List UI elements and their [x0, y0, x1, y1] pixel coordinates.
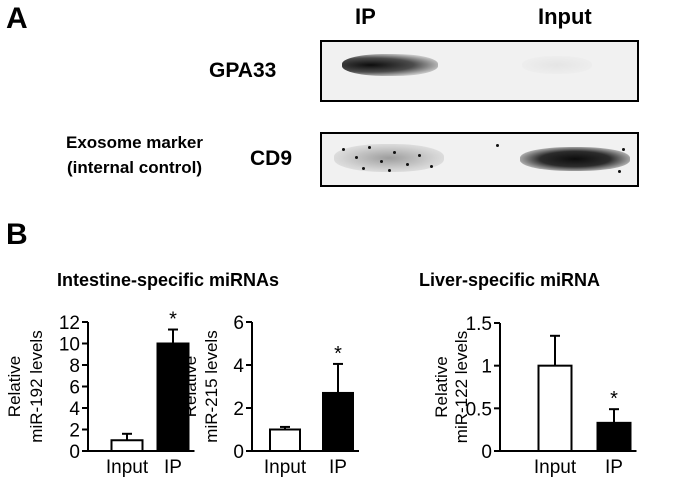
y-tick-label: 1.5 — [466, 314, 492, 335]
side-label-line-1: Exosome marker — [65, 133, 204, 152]
side-label-line-2: (internal control) — [66, 158, 203, 177]
y-tick-label: 4 — [69, 399, 80, 420]
cd9-blot — [320, 132, 639, 187]
x-tick-label: Input — [106, 457, 149, 478]
blot-label-cd9: CD9 — [250, 147, 293, 170]
x-tick-label: IP — [329, 457, 347, 478]
y-tick-label: 1 — [481, 357, 492, 378]
y-tick-label: 0 — [481, 442, 492, 463]
bar-ip — [322, 391, 354, 453]
bar-input — [269, 428, 301, 452]
y-tick-label: 2 — [69, 421, 80, 442]
bar-ip — [596, 421, 632, 452]
panel-a-label: A — [6, 2, 28, 35]
bar-input — [537, 364, 573, 452]
y-tick-label: 2 — [233, 399, 244, 420]
cd9-side-label: Exosome marker (internal control) — [27, 130, 242, 180]
y-tick-label: 6 — [233, 313, 244, 334]
significance-marker: * — [169, 309, 177, 331]
chart-mir-122: 0 0.5 1 1.5 Relative miR-122 levels Input IP * — [432, 314, 637, 478]
y-tick-label: 4 — [233, 356, 244, 377]
blot-label-gpa33: GPA33 — [209, 59, 277, 82]
y-axis-title-line: miR-192 levels — [27, 330, 46, 442]
gpa33-ip-band — [342, 54, 438, 76]
bar-ip — [156, 342, 190, 452]
panel-b-label: B — [6, 218, 28, 251]
y-tick-label: 8 — [69, 356, 80, 377]
y-axis-title-line: miR-122 levels — [452, 331, 471, 443]
cd9-input-band — [520, 147, 630, 171]
x-tick-label: Input — [534, 457, 577, 478]
y-tick-label: 12 — [59, 313, 80, 334]
y-axis-title-line: Relative — [432, 356, 451, 417]
y-axis-title-line: miR-215 levels — [202, 330, 221, 442]
y-tick-label: 10 — [59, 335, 80, 356]
lane-label-input: Input — [538, 4, 592, 29]
significance-marker: * — [334, 343, 342, 365]
gpa33-input-band — [522, 56, 592, 74]
intestine-group-title: Intestine-specific miRNAs — [57, 270, 280, 290]
y-tick-label: 0 — [233, 442, 244, 463]
lane-label-ip: IP — [355, 4, 376, 29]
y-tick-label: 0.5 — [466, 399, 492, 420]
x-tick-label: Input — [264, 457, 307, 478]
x-tick-label: IP — [605, 457, 623, 478]
bar-input — [110, 439, 144, 452]
cd9-ip-band — [334, 144, 444, 172]
gpa33-blot — [320, 40, 639, 102]
x-tick-label: IP — [164, 457, 182, 478]
y-tick-label: 0 — [69, 442, 80, 463]
significance-marker: * — [610, 388, 618, 410]
y-axis-title-line: Relative — [181, 356, 200, 417]
y-axis-title-line: Relative — [5, 356, 24, 417]
y-tick-label: 6 — [69, 378, 80, 399]
chart-mir-215: 0 2 4 6 Relative miR-215 levels Input IP * — [181, 313, 359, 478]
liver-group-title: Liver-specific miRNA — [419, 270, 601, 290]
